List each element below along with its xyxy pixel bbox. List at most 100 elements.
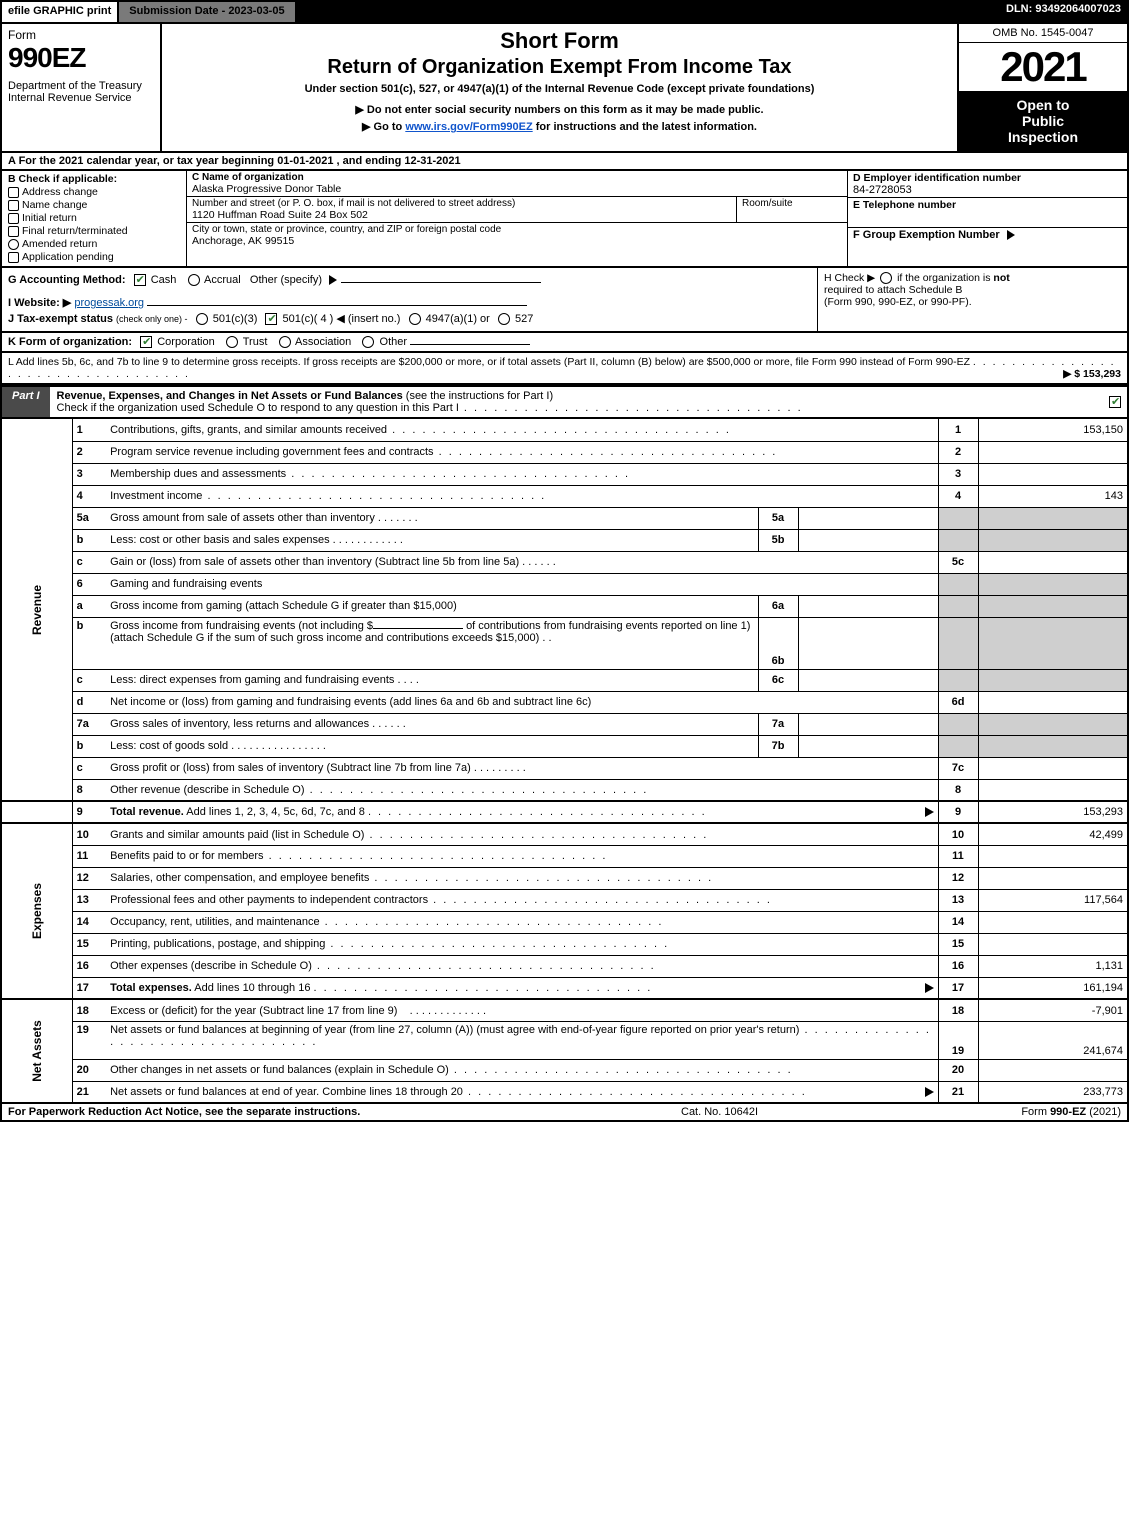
g-label: G Accounting Method: <box>8 274 126 286</box>
header-mid: Short Form Return of Organization Exempt… <box>162 24 957 151</box>
part1-table: Revenue 1Contributions, gifts, grants, a… <box>0 419 1129 1104</box>
irs-link[interactable]: www.irs.gov/Form990EZ <box>405 121 532 133</box>
chk-accrual[interactable] <box>188 274 200 286</box>
chk-association[interactable] <box>279 336 291 348</box>
row-l: L Add lines 5b, 6c, and 7b to line 9 to … <box>0 353 1129 385</box>
c-city-label: City or town, state or province, country… <box>192 224 842 235</box>
line-19: 19Net assets or fund balances at beginni… <box>1 1021 1128 1059</box>
form-subtitle: Under section 501(c), 527, or 4947(a)(1)… <box>168 83 951 95</box>
website-line <box>147 305 527 306</box>
header-right: OMB No. 1545-0047 2021 Open to Public In… <box>957 24 1127 151</box>
chk-initial-return[interactable]: Initial return <box>8 212 180 224</box>
h-line1-pre: H Check ▶ <box>824 272 878 284</box>
revenue-sidebar: Revenue <box>1 419 72 801</box>
line-1: Revenue 1Contributions, gifts, grants, a… <box>1 419 1128 441</box>
part1-title-rest: (see the instructions for Part I) <box>403 390 553 402</box>
section-e: E Telephone number <box>848 198 1127 228</box>
e-label: E Telephone number <box>853 199 1122 211</box>
org-address: 1120 Huffman Road Suite 24 Box 502 <box>192 209 731 221</box>
c-address: Number and street (or P. O. box, if mail… <box>187 197 737 222</box>
part1-check-line: Check if the organization used Schedule … <box>57 402 459 414</box>
d-label: D Employer identification number <box>853 172 1122 184</box>
arrow-icon <box>329 275 337 285</box>
note2-pre: ▶ Go to <box>362 121 405 133</box>
line-7b: bLess: cost of goods sold . . . . . . . … <box>1 735 1128 757</box>
chk-name-change[interactable]: Name change <box>8 199 180 211</box>
chk-application-pending[interactable]: Application pending <box>8 251 180 263</box>
part1-title: Revenue, Expenses, and Changes in Net As… <box>51 387 1103 417</box>
section-def: D Employer identification number 84-2728… <box>847 171 1127 266</box>
ssn-warning: ▶ Do not enter social security numbers o… <box>168 103 951 116</box>
note2-post: for instructions and the latest informat… <box>533 121 757 133</box>
other-specify-line[interactable] <box>341 282 541 283</box>
chk-trust[interactable] <box>226 336 238 348</box>
section-h: H Check ▶ if the organization is not req… <box>817 268 1127 331</box>
line-6: 6Gaming and fundraising events <box>1 573 1128 595</box>
chk-527[interactable] <box>498 313 510 325</box>
row-bcdef: B Check if applicable: Address change Na… <box>0 171 1129 268</box>
line-8: 8Other revenue (describe in Schedule O)8 <box>1 779 1128 801</box>
website-link[interactable]: progessak.org <box>74 297 144 309</box>
h-not: not <box>993 272 1009 284</box>
line-6d: dNet income or (loss) from gaming and fu… <box>1 691 1128 713</box>
chk-final-return[interactable]: Final return/terminated <box>8 225 180 237</box>
chk-address-change[interactable]: Address change <box>8 186 180 198</box>
other-org-line[interactable] <box>410 344 530 345</box>
l-text: L Add lines 5b, 6c, and 7b to line 9 to … <box>8 356 970 368</box>
chk-corporation[interactable] <box>140 336 152 348</box>
top-bar: efile GRAPHIC print Submission Date - 20… <box>0 0 1129 24</box>
section-b: B Check if applicable: Address change Na… <box>2 171 187 266</box>
form-number: 990EZ <box>8 42 154 74</box>
section-c: C Name of organization Alaska Progressiv… <box>187 171 847 266</box>
line-5c: cGain or (loss) from sale of assets othe… <box>1 551 1128 573</box>
line-15: 15Printing, publications, postage, and s… <box>1 933 1128 955</box>
c-name-label: C Name of organization <box>192 172 842 183</box>
section-f: F Group Exemption Number <box>848 228 1127 266</box>
public: Public <box>963 113 1123 129</box>
l-amount: ▶ $ 153,293 <box>1063 368 1121 380</box>
short-form-label: Short Form <box>168 28 951 54</box>
row-a-tax-year: A For the 2021 calendar year, or tax yea… <box>0 153 1129 171</box>
instructions-link-line: ▶ Go to www.irs.gov/Form990EZ for instru… <box>168 120 951 133</box>
form-word: Form <box>8 28 154 42</box>
efile-label[interactable]: efile GRAPHIC print <box>0 0 119 24</box>
expenses-sidebar: Expenses <box>1 823 72 999</box>
inspection: Inspection <box>963 129 1123 145</box>
chk-schedule-b[interactable] <box>880 272 892 284</box>
chk-501c3[interactable] <box>196 313 208 325</box>
inspection-box: Open to Public Inspection <box>959 91 1127 151</box>
line-18: Net Assets 18Excess or (deficit) for the… <box>1 999 1128 1021</box>
row-i: I Website: ▶ progessak.org <box>8 296 811 309</box>
row-k: K Form of organization: Corporation Trus… <box>0 333 1129 353</box>
room-label: Room/suite <box>742 198 842 209</box>
chk-amended[interactable]: Amended return <box>8 238 180 250</box>
header-left: Form 990EZ Department of the Treasury In… <box>2 24 162 151</box>
netassets-sidebar: Net Assets <box>1 999 72 1103</box>
line-4: 4Investment income4143 <box>1 485 1128 507</box>
f-label: F Group Exemption Number <box>853 229 1000 241</box>
chk-501c[interactable] <box>265 313 277 325</box>
chk-4947[interactable] <box>409 313 421 325</box>
line-14: 14Occupancy, rent, utilities, and mainte… <box>1 911 1128 933</box>
chk-cash[interactable] <box>134 274 146 286</box>
line-5b: bLess: cost or other basis and sales exp… <box>1 529 1128 551</box>
dln: DLN: 93492064007023 <box>998 0 1129 24</box>
line-6b: bGross income from fundraising events (n… <box>1 617 1128 669</box>
open-to: Open to <box>963 97 1123 113</box>
part1-checkbox[interactable] <box>1103 387 1127 417</box>
section-g: G Accounting Method: Cash Accrual Other … <box>2 268 817 331</box>
c-name: C Name of organization Alaska Progressiv… <box>187 171 847 197</box>
row-j: J Tax-exempt status (check only one) - 5… <box>8 312 811 325</box>
line-16: 16Other expenses (describe in Schedule O… <box>1 955 1128 977</box>
k-label: K Form of organization: <box>8 336 132 348</box>
submission-date: Submission Date - 2023-03-05 <box>119 0 296 24</box>
j-sub: (check only one) - <box>116 314 188 324</box>
j-label: J Tax-exempt status <box>8 313 113 325</box>
line-13: 13Professional fees and other payments t… <box>1 889 1128 911</box>
chk-other-org[interactable] <box>362 336 374 348</box>
line-6a: aGross income from gaming (attach Schedu… <box>1 595 1128 617</box>
line-20: 20Other changes in net assets or fund ba… <box>1 1059 1128 1081</box>
org-city: Anchorage, AK 99515 <box>192 235 842 247</box>
h-line3: (Form 990, 990-EZ, or 990-PF). <box>824 296 972 308</box>
line-17: 17Total expenses. Add lines 10 through 1… <box>1 977 1128 999</box>
